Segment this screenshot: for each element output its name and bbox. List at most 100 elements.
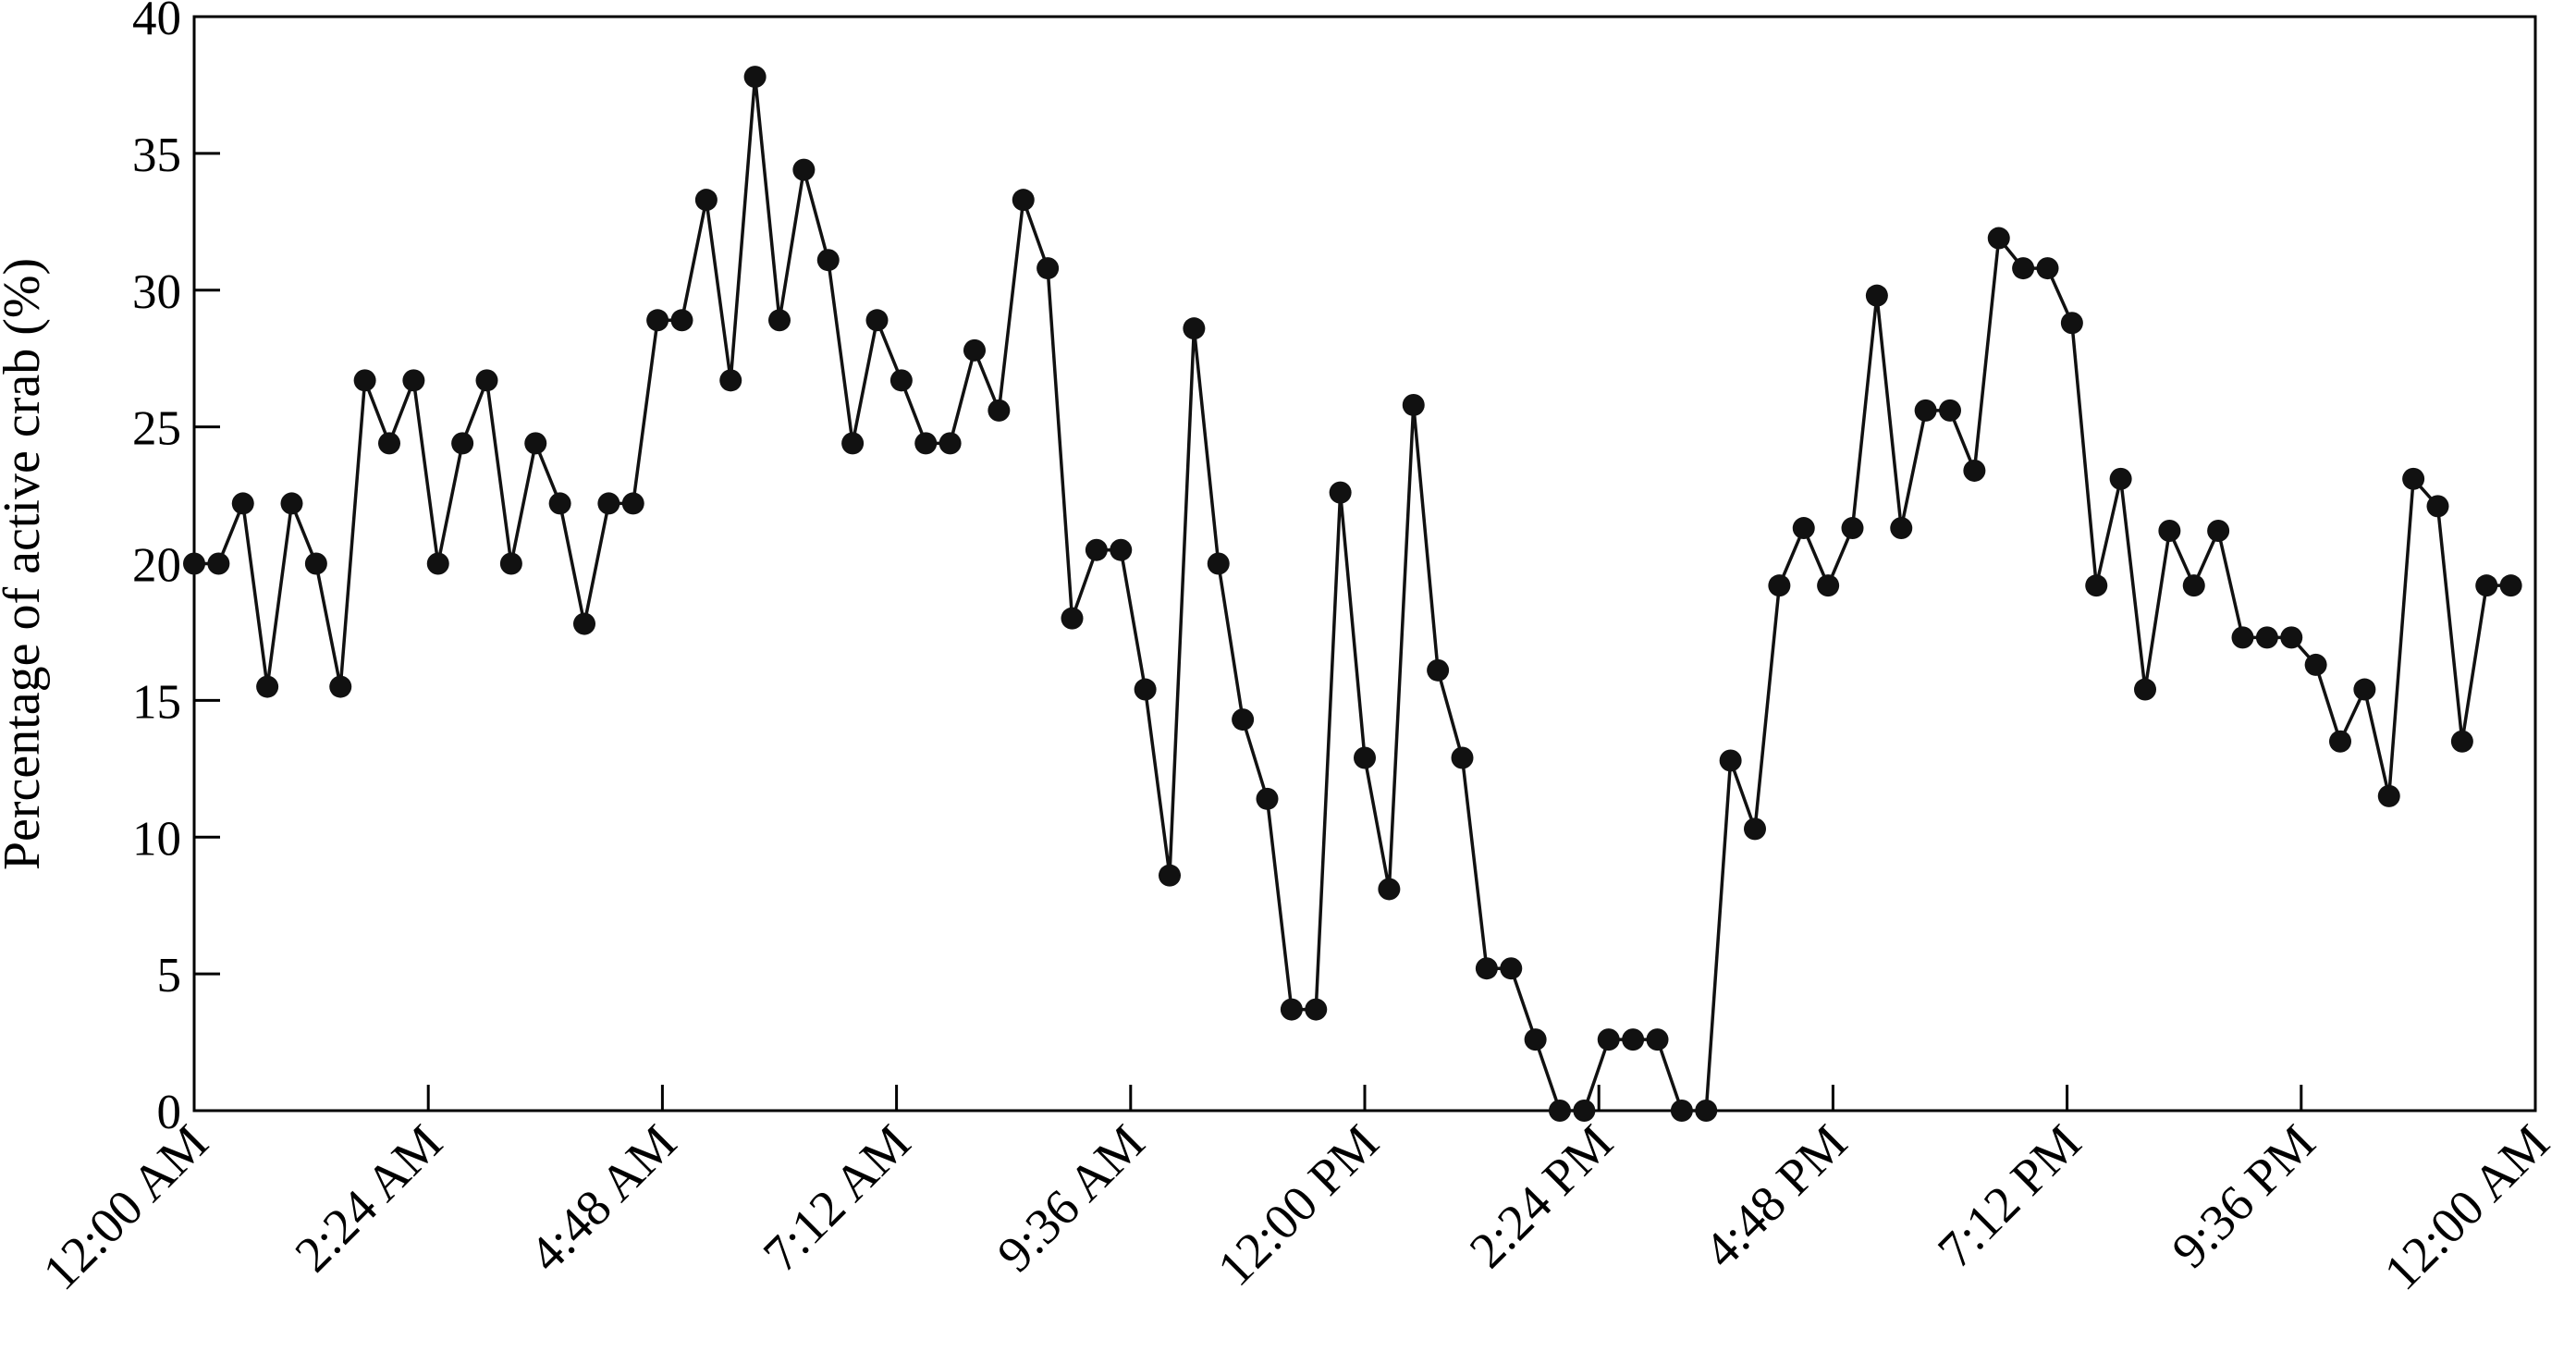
data-point [646, 309, 669, 332]
data-point [597, 492, 620, 515]
data-point [2450, 730, 2473, 753]
data-point [1695, 1100, 1718, 1122]
data-point [1841, 517, 1864, 540]
data-point [329, 675, 352, 698]
data-point [2499, 574, 2522, 597]
data-point [1402, 393, 1425, 416]
data-point [2036, 257, 2059, 280]
data-point [670, 309, 693, 332]
data-point [426, 552, 449, 575]
data-point [1378, 878, 1401, 901]
data-point [1622, 1028, 1645, 1051]
data-point [938, 432, 962, 455]
data-point [1256, 787, 1279, 810]
y-tick-label: 30 [132, 265, 181, 319]
data-point [548, 492, 571, 515]
data-point [1475, 957, 1498, 980]
y-tick-label: 25 [132, 402, 181, 456]
data-point [207, 552, 230, 575]
data-point [2304, 653, 2327, 676]
data-point [2085, 574, 2108, 597]
data-point [1719, 749, 1742, 772]
x-tick-label: 4:48 PM [1693, 1113, 1858, 1278]
data-point [573, 612, 595, 635]
data-point [914, 432, 938, 455]
data-point [963, 338, 986, 362]
data-point [865, 309, 889, 332]
data-point [1037, 257, 1060, 280]
data-point [1280, 998, 1303, 1021]
y-tick-label: 15 [132, 675, 181, 729]
data-point [792, 158, 816, 181]
data-point [231, 492, 254, 515]
data-point [1354, 746, 1376, 769]
data-point [2134, 678, 2156, 701]
data-point [719, 369, 742, 392]
data-point [2329, 730, 2351, 753]
data-point [2060, 312, 2083, 335]
y-tick-label: 35 [132, 129, 181, 182]
data-point [2012, 257, 2035, 280]
data-point [1159, 864, 1181, 887]
x-tick-label: 12:00 PM [1207, 1113, 1390, 1297]
data-point [694, 189, 718, 212]
data-point [1232, 708, 1255, 731]
x-tick-label: 12:00 AM [32, 1113, 219, 1300]
data-point [1744, 817, 1766, 841]
data-point [1110, 538, 1133, 561]
data-point [1597, 1028, 1620, 1051]
y-tick-label: 40 [132, 0, 181, 45]
data-point [2109, 467, 2132, 490]
data-point [621, 492, 644, 515]
data-point [841, 432, 865, 455]
data-point [1329, 481, 1352, 504]
data-point [1670, 1100, 1693, 1122]
data-point [1183, 317, 1206, 340]
data-point [378, 432, 400, 455]
data-point [2158, 520, 2181, 543]
data-point [1012, 189, 1035, 212]
x-tick-label: 7:12 AM [753, 1113, 922, 1283]
data-point [280, 492, 303, 515]
data-point [1305, 998, 1328, 1021]
x-tick-label: 2:24 PM [1458, 1113, 1623, 1278]
data-line [194, 75, 2511, 1112]
data-point [2280, 626, 2303, 649]
data-point [2402, 467, 2425, 490]
data-point [1646, 1028, 1669, 1051]
data-point [2182, 574, 2205, 597]
data-point [1914, 399, 1937, 422]
data-point [1427, 658, 1450, 682]
data-point [1817, 574, 1840, 597]
data-point [1207, 552, 1230, 575]
x-tick-label: 9:36 AM [987, 1113, 1156, 1283]
data-point [2255, 626, 2278, 649]
data-point [2426, 495, 2449, 518]
data-point [1549, 1100, 1571, 1122]
data-point [1085, 538, 1108, 561]
data-point [1939, 399, 1961, 422]
data-point [2353, 678, 2376, 701]
y-tick-label: 0 [157, 1086, 182, 1139]
data-point [1061, 607, 1084, 630]
data-point [2207, 520, 2230, 543]
data-point [304, 552, 327, 575]
x-tick-label: 7:12 PM [1927, 1113, 2091, 1278]
y-tick-label: 5 [157, 949, 182, 1002]
data-point [816, 249, 840, 272]
data-point [1134, 678, 1157, 701]
data-point [1963, 459, 1986, 482]
data-point [475, 369, 498, 392]
data-point [1524, 1028, 1547, 1051]
data-point [889, 369, 913, 392]
data-point [1500, 957, 1523, 980]
data-point [451, 432, 474, 455]
data-point [353, 369, 376, 392]
y-tick-label: 20 [132, 539, 181, 593]
x-tick-label: 2:24 AM [284, 1113, 453, 1283]
x-tick-label: 4:48 AM [518, 1113, 687, 1283]
data-point [1890, 517, 1913, 540]
data-point [2377, 784, 2400, 807]
data-point [768, 309, 791, 332]
data-point [987, 399, 1011, 422]
